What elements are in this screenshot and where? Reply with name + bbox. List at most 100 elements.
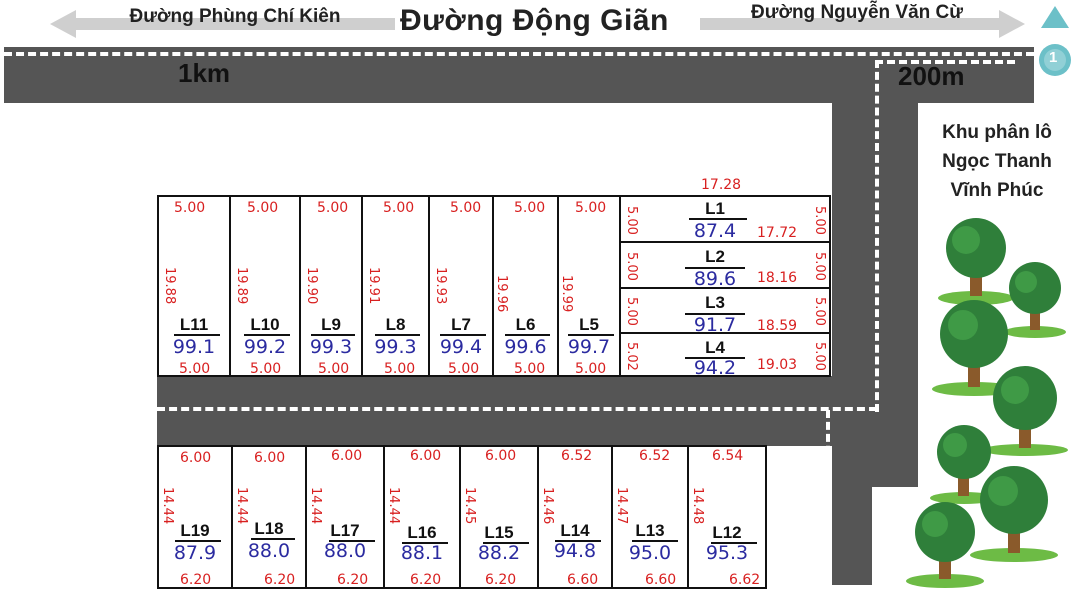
lot-L2-right: 5.00 — [812, 252, 827, 281]
lot-L15-area: 88.2 — [477, 542, 521, 564]
lot-L5-bottom: 5.00 — [575, 361, 607, 377]
lot-L2-length: 18.16 — [757, 270, 798, 286]
lot-L12-area: 95.3 — [705, 542, 749, 564]
project-line-1: Khu phân lô — [942, 122, 1052, 143]
lot-L14-top: 6.52 — [561, 448, 593, 464]
lot-L6-side: 19.96 — [494, 275, 509, 313]
lot-L8-area: 99.3 — [374, 336, 417, 358]
lot-L5-top: 5.00 — [575, 200, 607, 216]
lot-L11[interactable]: 5.00 19.88 L11 99.1 5.00 — [157, 195, 231, 377]
lot-L15-side: 14.45 — [462, 487, 477, 525]
tree-icon — [938, 218, 1014, 305]
lot-L6-id: L6 — [515, 315, 536, 334]
lot-L18-bottom: 6.20 — [264, 572, 296, 588]
lot-L12[interactable]: 6.54 14.48 L12 95.3 6.62 — [687, 445, 767, 589]
lot-L10-bottom: 5.00 — [250, 361, 282, 377]
lot-L16-bottom: 6.20 — [410, 572, 442, 588]
lot-L15[interactable]: 6.00 14.45 L15 88.2 6.20 — [459, 445, 539, 589]
lot-L9-side: 19.90 — [304, 267, 319, 305]
lot-L15-bottom: 6.20 — [485, 572, 517, 588]
lot-L14-bottom: 6.60 — [567, 572, 599, 588]
left-road-arrow — [50, 10, 395, 38]
lot-L4-length: 19.03 — [757, 357, 798, 373]
lot-L14[interactable]: 6.52 14.46 L14 94.8 6.60 — [537, 445, 613, 589]
road-dashes-top — [4, 52, 1034, 56]
lot-L9[interactable]: 5.00 19.90 L9 99.3 5.00 — [299, 195, 363, 377]
lot-L8-side: 19.91 — [366, 267, 381, 305]
lot-L2[interactable]: 5.00 L2 89.6 18.16 5.00 — [619, 241, 831, 290]
lot-L10-id: L10 — [250, 315, 280, 334]
lot-L19-bottom: 6.20 — [180, 572, 212, 588]
lot-L6-bottom: 5.00 — [514, 361, 546, 377]
lot-L3-id: L3 — [705, 293, 725, 312]
lot-L14-side: 14.46 — [540, 487, 555, 525]
lot-L5[interactable]: 5.00 19.99 L5 99.7 5.00 — [557, 195, 621, 377]
lot-L3[interactable]: 5.00 L3 91.7 18.59 5.00 — [619, 287, 831, 336]
lot-L17-bottom: 6.20 — [337, 572, 369, 588]
lot-L8-id: L8 — [385, 315, 406, 334]
lot-L4[interactable]: 5.02 L4 94.2 19.03 5.00 — [619, 332, 831, 379]
lot-L10-area: 99.2 — [243, 336, 287, 358]
lot-L13-area: 95.0 — [628, 542, 672, 564]
lot-L19-side: 14.44 — [160, 487, 175, 525]
road-dashes-right-edge — [875, 60, 879, 412]
lot-L5-id: L5 — [579, 315, 599, 334]
road-middle — [157, 376, 867, 446]
lot-L19-area: 87.9 — [173, 542, 217, 564]
lot-L13-side: 14.47 — [614, 487, 629, 525]
lot-L7-side: 19.93 — [433, 267, 448, 305]
lot-L16-id: L16 — [407, 523, 437, 542]
lot-L10[interactable]: 5.00 19.89 L10 99.2 5.00 — [229, 195, 301, 377]
lot-L17-side: 14.44 — [308, 487, 323, 525]
lot-L17-area: 88.0 — [323, 540, 367, 562]
lot-L19[interactable]: 6.00 14.44 L19 87.9 6.20 — [157, 445, 233, 589]
distance-right: 200m — [898, 61, 965, 91]
lot-L1-length: 17.72 — [757, 225, 798, 241]
lot-L3-length: 18.59 — [757, 318, 798, 334]
lot-L6-area: 99.6 — [504, 336, 547, 358]
lot-L13-top: 6.52 — [639, 448, 671, 464]
lot-L13[interactable]: 6.52 14.47 L13 95.0 6.60 — [611, 445, 689, 589]
lot-L14-id: L14 — [560, 521, 590, 540]
lot-L9-id: L9 — [321, 315, 341, 334]
lot-L4-left: 5.02 — [624, 342, 639, 371]
road-right-lower — [832, 420, 872, 585]
lot-L7[interactable]: 5.00 19.93 L7 99.4 5.00 — [428, 195, 494, 377]
lot-L2-area: 89.6 — [693, 268, 737, 290]
lot-L16-area: 88.1 — [400, 542, 444, 564]
right-road-label: Đường Nguyễn Văn Cừ — [750, 2, 964, 23]
lot-L18-area: 88.0 — [247, 540, 291, 562]
lot-L5-side: 19.99 — [559, 275, 574, 313]
lot-L4-right: 5.00 — [812, 342, 827, 371]
lot-L16[interactable]: 6.00 14.44 L16 88.1 6.20 — [383, 445, 461, 589]
lot-L6[interactable]: 5.00 19.96 L6 99.6 5.00 — [492, 195, 559, 377]
left-road-label: Đường Phùng Chí Kiên — [129, 6, 341, 27]
lot-L6-top: 5.00 — [514, 200, 546, 216]
lot-L11-side: 19.88 — [162, 267, 177, 305]
lot-L11-area: 99.1 — [172, 336, 216, 358]
tree-icon — [970, 466, 1058, 562]
right-road-arrow — [700, 10, 1025, 38]
lot-L9-area: 99.3 — [309, 336, 353, 358]
lot-L1-id: L1 — [705, 199, 725, 218]
tree-icon — [982, 366, 1068, 456]
lot-L17[interactable]: 6.00 14.44 L17 88.0 6.20 — [305, 445, 385, 589]
lot-L17-id: L17 — [330, 521, 360, 540]
project-line-2: Ngọc Thanh — [942, 151, 1052, 172]
lot-L1-area: 87.4 — [693, 220, 737, 242]
lot-L18-top: 6.00 — [254, 450, 286, 466]
lot-L1-right: 5.00 — [812, 206, 827, 235]
distance-left: 1km — [178, 58, 231, 88]
lot-L15-top: 6.00 — [485, 448, 517, 464]
tree-icon — [906, 502, 984, 588]
lot-L18[interactable]: 6.00 14.44 L18 88.0 6.20 — [231, 445, 307, 589]
lot-L11-top: 5.00 — [174, 200, 206, 216]
lot-L10-top: 5.00 — [247, 200, 279, 216]
road-dashes-corner — [875, 60, 1015, 64]
tree-icon — [932, 300, 1016, 396]
lot-L1[interactable]: 5.00 L1 87.4 17.72 5.00 — [619, 195, 831, 243]
lot-L8[interactable]: 5.00 19.91 L8 99.3 5.00 — [361, 195, 430, 377]
lot-L4-id: L4 — [705, 338, 725, 357]
lot-L1-left: 5.00 — [624, 206, 639, 235]
lot-L12-top: 6.54 — [712, 448, 744, 464]
